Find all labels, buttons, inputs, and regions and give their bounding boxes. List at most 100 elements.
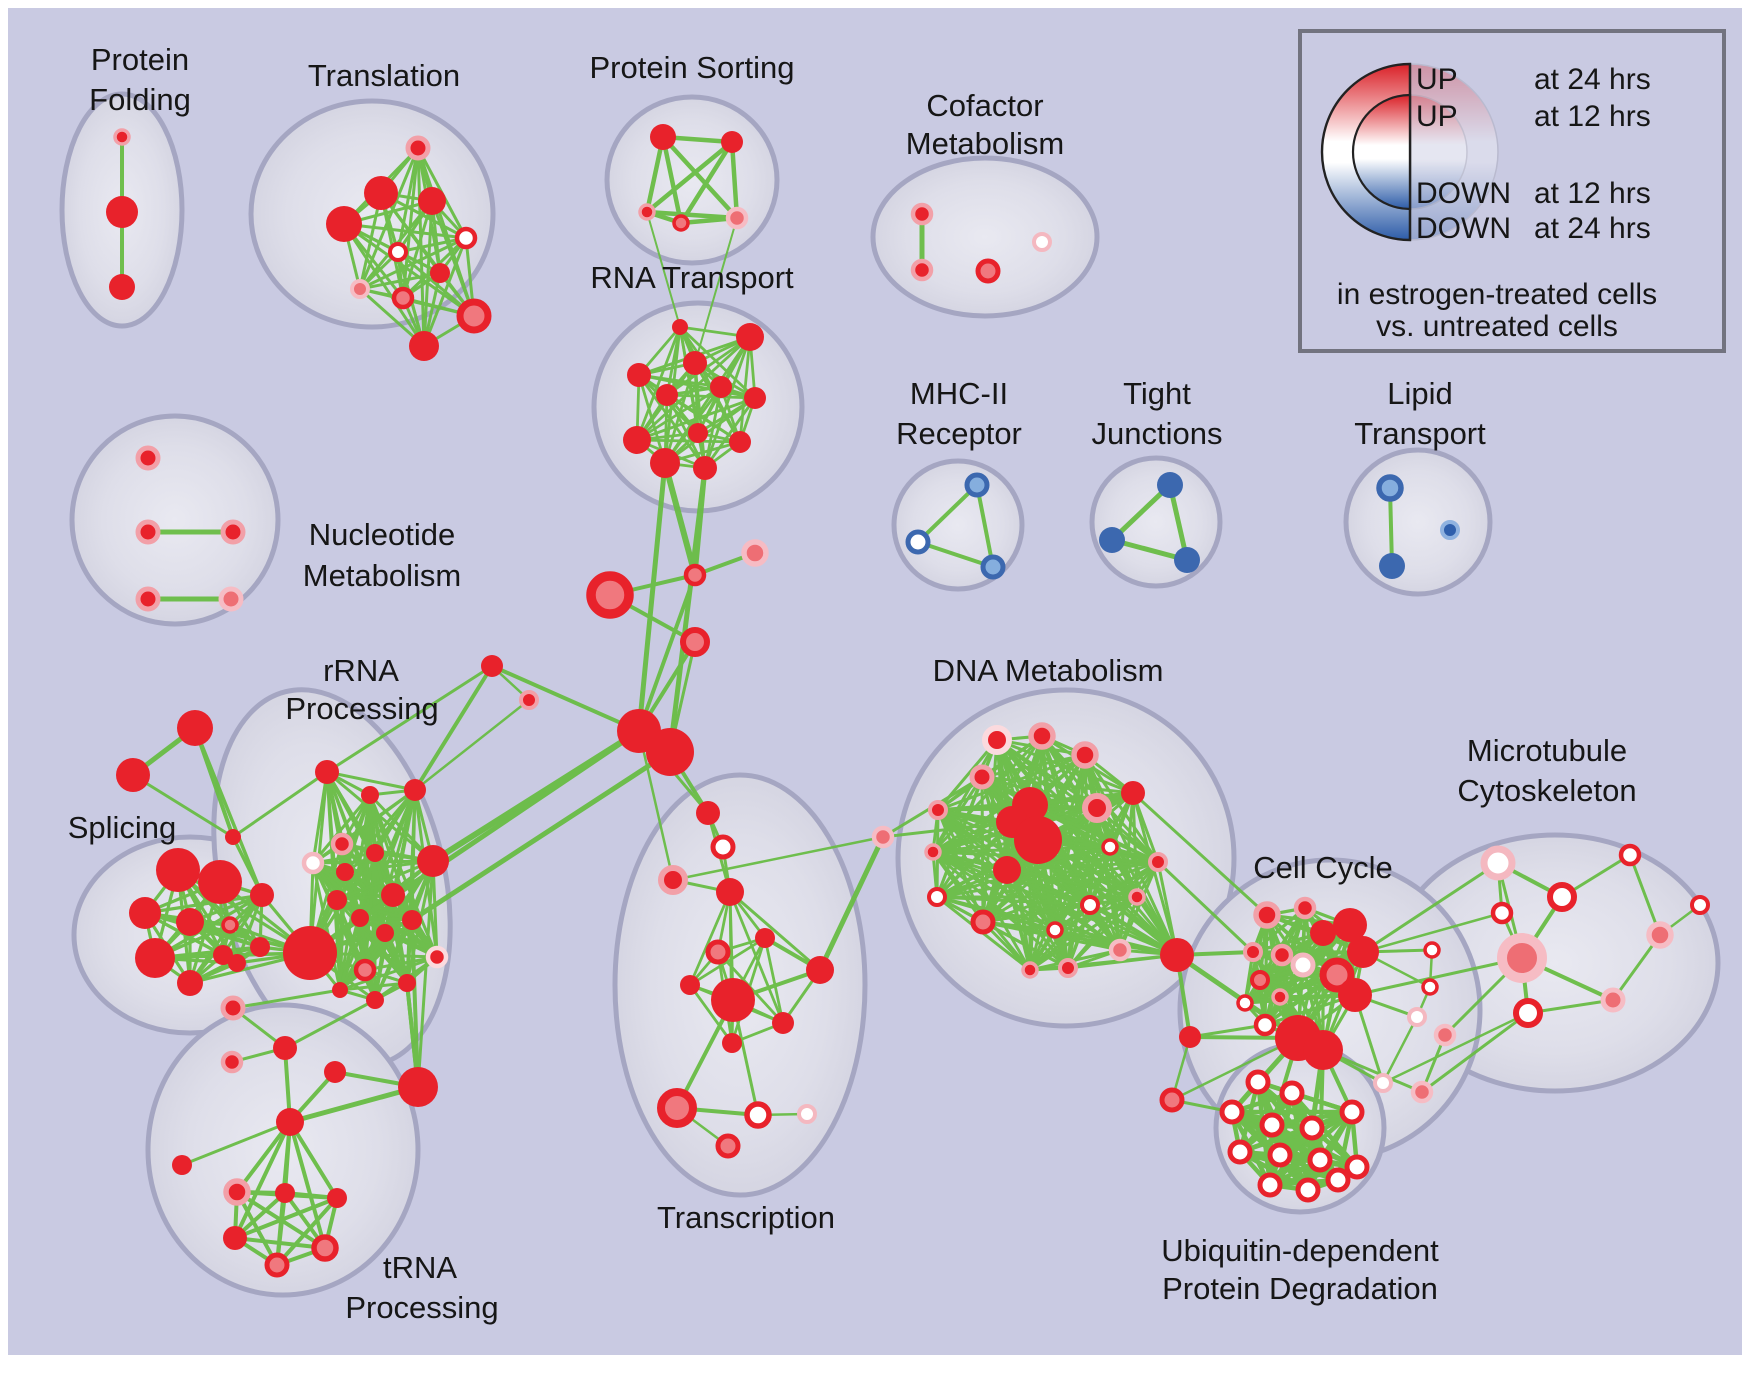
cluster-label-lipid-transport: Lipid [1387, 376, 1453, 411]
network-node [1547, 882, 1577, 912]
network-node [405, 135, 431, 161]
network-node [1108, 938, 1132, 962]
network-node [1379, 553, 1405, 579]
cluster-label-dna-metabolism: DNA Metabolism [933, 653, 1164, 688]
network-node [330, 832, 354, 856]
network-edge [283, 998, 377, 1050]
network-edge [431, 859, 439, 959]
network-node [1376, 474, 1404, 502]
network-edge [1131, 791, 1269, 917]
network-node [327, 890, 347, 910]
network-node [1690, 895, 1710, 915]
network-edge [311, 793, 372, 865]
network-node [1410, 1080, 1434, 1104]
network-edge [335, 851, 377, 902]
network-node [657, 1088, 697, 1128]
network-node [391, 286, 415, 310]
network-edge [981, 845, 1112, 924]
network-node [1310, 920, 1336, 946]
network-node [326, 206, 362, 242]
network-node [1253, 1013, 1277, 1037]
network-edge [180, 1120, 292, 1167]
network-node [650, 448, 680, 478]
network-edge [1118, 860, 1160, 952]
network-edge [1361, 911, 1504, 954]
network-node [683, 351, 707, 375]
legend-donut-inner-solid [1351, 93, 1412, 211]
network-node [135, 445, 161, 471]
network-edge [665, 393, 757, 400]
network-node [1325, 1167, 1351, 1193]
cluster-label-rna-transport: RNA Transport [590, 260, 794, 295]
legend-time-label: at 24 hrs [1534, 212, 1651, 245]
network-node [353, 958, 377, 982]
cluster-label-protein-sorting: Protein Sorting [589, 50, 794, 85]
network-node [905, 529, 931, 555]
network-edge [1131, 791, 1179, 957]
cluster-label-mhc-ii-receptor: MHC-II [910, 376, 1008, 411]
legend-caption: vs. untreated cells [1376, 310, 1618, 343]
network-node [772, 1012, 794, 1034]
network-edge [1251, 906, 1307, 954]
cluster-bubble-tight-junctions [1089, 455, 1223, 589]
network-edge [1170, 1036, 1300, 1102]
network-node [672, 214, 690, 232]
network-edge [1028, 903, 1092, 972]
network-node [275, 1183, 295, 1203]
network-edge [667, 465, 708, 755]
network-node [409, 331, 439, 361]
network-node [656, 384, 678, 406]
network-node [366, 844, 384, 862]
network-edge [342, 222, 476, 318]
network-node [910, 258, 934, 282]
network-node [1101, 838, 1119, 856]
network-node [1099, 527, 1125, 553]
network-node [1513, 998, 1543, 1028]
network-edge [1243, 931, 1325, 1005]
network-node [1339, 1099, 1365, 1125]
network-edge [1066, 953, 1179, 970]
network-node [680, 975, 700, 995]
cluster-label-cell-cycle: Cell Cycle [1253, 850, 1393, 885]
network-edge [935, 860, 1160, 899]
network-node [1347, 936, 1379, 968]
network-edge [662, 460, 698, 578]
network-node [1600, 987, 1626, 1013]
network-edge [663, 396, 757, 465]
network-edge [728, 890, 822, 972]
network-node [755, 928, 775, 948]
network-edge [153, 893, 264, 960]
legend-time-label: at 24 hrs [1534, 63, 1651, 96]
network-edge [233, 1120, 292, 1240]
network-node [1245, 1069, 1271, 1095]
network-edge [131, 773, 235, 839]
cluster-label-nucleotide-metabolism: Metabolism [303, 558, 462, 593]
network-node [975, 258, 1001, 284]
network-node [402, 910, 422, 930]
cluster-label-trna-processing: tRNA [383, 1250, 457, 1285]
network-node [220, 1050, 244, 1074]
network-node [650, 124, 676, 150]
network-node [1259, 1112, 1285, 1138]
network-node [1295, 1177, 1321, 1203]
network-node [638, 203, 656, 221]
network-node [980, 554, 1006, 580]
network-node [693, 456, 717, 480]
network-node [806, 956, 834, 984]
network-edge [1066, 895, 1139, 970]
network-node [1293, 896, 1317, 920]
network-edge [635, 335, 752, 442]
network-node [1121, 781, 1145, 805]
network-edge [335, 898, 342, 992]
network-edge [1156, 860, 1255, 954]
network-edge [325, 664, 494, 774]
network-edge [665, 335, 752, 397]
network-node [1071, 741, 1099, 769]
network-node [324, 1061, 346, 1083]
cluster-label-splicing: Splicing [68, 810, 177, 845]
network-edge [401, 146, 420, 300]
network-edge [678, 325, 757, 400]
network-node [1257, 1172, 1283, 1198]
network-node [1014, 816, 1062, 864]
network-node [1646, 921, 1674, 949]
